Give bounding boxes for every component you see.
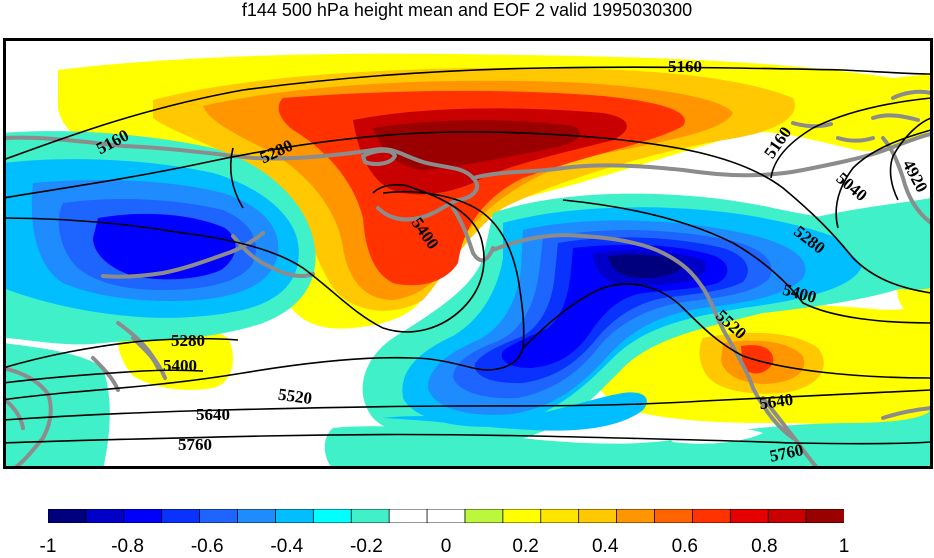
contour-5400-south: [3, 369, 204, 384]
contour-5160-east: [770, 97, 932, 179]
colorbar-swatch: [350, 509, 391, 523]
contour-label: 5760: [178, 435, 212, 454]
contour-5760: [3, 433, 932, 445]
colorbar-swatch: [123, 509, 163, 523]
colorbar-swatch: [578, 509, 618, 523]
colorbar-tick-label: -0.4: [270, 536, 304, 557]
colorbar-tick-label: 1: [838, 536, 850, 557]
coastline-kamchatka: [451, 206, 495, 263]
height-contours: [3, 66, 932, 445]
colorbar-swatch: [502, 509, 542, 523]
contour-label: 5400: [163, 356, 197, 375]
contour-label: 5520: [277, 385, 313, 409]
coastline-east-bottom: [881, 406, 933, 420]
colorbar: [48, 509, 844, 523]
colorbar-swatch: [767, 509, 807, 523]
coastline-north-arctic: [3, 135, 479, 222]
colorbar-swatch: [275, 509, 315, 523]
coastline-arctic-islands: [361, 148, 397, 166]
contour-4920: [889, 117, 932, 201]
colorbar-swatch: [616, 509, 656, 523]
colorbar-swatch: [805, 509, 844, 523]
coastline-east-edge-islands: [791, 121, 875, 143]
colorbar-swatch: [388, 509, 428, 523]
colorbar-labels: -1 -0.8 -0.6 -0.4 -0.2 0 0.2 0.4 0.6 0.8 1: [0, 536, 934, 558]
colorbar-swatch: [85, 509, 125, 523]
colorbar-tick-label: -0.6: [190, 536, 224, 557]
coastline-east-edge-north: [871, 89, 933, 122]
colorbar-swatch: [654, 509, 694, 523]
positive-anomaly-southeast-red: [741, 345, 774, 374]
contour-5400-north: [3, 183, 485, 333]
colorbar-tick-label: -1: [39, 536, 57, 557]
contour-5280-south: [3, 337, 239, 369]
colorbar-swatch: [237, 509, 277, 523]
contour-5640: [3, 389, 932, 421]
colorbar-swatch: [199, 509, 239, 523]
colorbar-tick-label: 0.4: [591, 536, 619, 557]
colorbar-swatch: [464, 509, 504, 523]
coastline-north-central: [471, 132, 933, 180]
colorbar-tick-label: 0.2: [512, 536, 539, 557]
contour-label: 5640: [196, 405, 230, 424]
contour-5400-east: [562, 199, 932, 324]
map-frame: [3, 38, 933, 469]
negative-anomaly-south-cyan-2: [324, 408, 931, 469]
contour-5280-north: [3, 131, 932, 294]
contour-label: 5280: [171, 331, 205, 350]
contour-5520-east: [522, 283, 932, 379]
colorbar-swatch: [161, 509, 201, 523]
contour-5040: [835, 129, 932, 229]
coastlines: [3, 89, 933, 469]
map-title: f144 500 hPa height mean and EOF 2 valid…: [241, 0, 693, 20]
coastline-alaska-aleutian: [491, 233, 795, 440]
negative-anomaly-central-center: [608, 254, 683, 278]
colorbar-tick-label: -0.2: [350, 536, 383, 557]
contour-5520-trough: [3, 190, 525, 401]
negative-anomaly-east-cyan: [813, 198, 931, 290]
contour-label: 5160: [668, 57, 702, 76]
colorbar-swatch: [312, 509, 353, 523]
colorbar-tick-label: -0.8: [111, 536, 144, 557]
eof-map: 5160 5160 5160 5280 5400 5040 4920 5280 …: [3, 38, 933, 469]
colorbar-tick-label: 0: [440, 536, 452, 557]
colorbar-swatch: [426, 509, 466, 523]
contour-5160: [3, 66, 932, 161]
colorbar-swatch: [48, 509, 87, 523]
contour-label: 5640: [758, 390, 794, 414]
coastline-east-gulf: [881, 136, 933, 225]
colorbar-swatch: [729, 509, 770, 523]
coastline-southwest-coast: [3, 366, 53, 469]
colorbar-swatch: [540, 509, 580, 523]
colorbar-tick-label: 0.6: [671, 536, 699, 557]
colorbar-swatch: [691, 509, 732, 523]
negative-anomaly-south-lightblue: [383, 392, 647, 431]
colorbar-tick-label: 0.8: [751, 536, 778, 557]
contour-5280-loop: [229, 147, 244, 209]
map-panel: 5160 5160 5160 5280 5400 5040 4920 5280 …: [3, 38, 933, 469]
